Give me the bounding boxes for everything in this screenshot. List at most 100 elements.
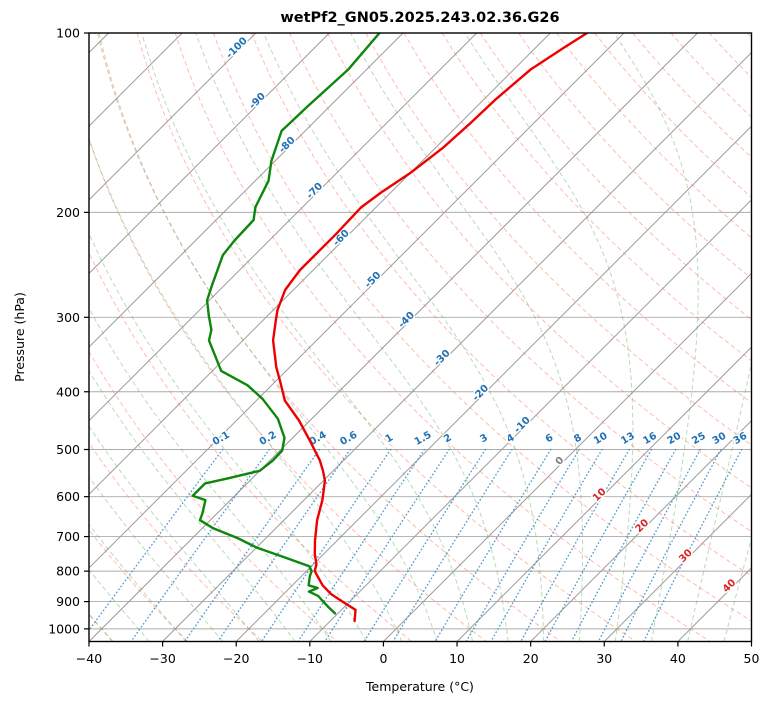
mixing-ratio-label: 10 (592, 431, 610, 448)
isotherm-label: 30 (677, 547, 695, 565)
mixing-ratio-label: 30 (711, 431, 729, 448)
mixing-ratio-label: 0.4 (308, 430, 329, 448)
mixing-ratio-label: 2 (442, 432, 454, 445)
mixing-ratio-line (545, 450, 651, 642)
mixing-ratio-line (435, 450, 551, 642)
x-tick-label: 20 (523, 651, 539, 666)
mixing-ratio-line (81, 450, 223, 642)
moist-adiabat (724, 33, 775, 642)
isotherm-label: -40 (396, 310, 417, 331)
x-tick-label: 10 (449, 651, 465, 666)
x-tick-label: 30 (596, 651, 612, 666)
mixing-ratio-label: 25 (690, 431, 708, 448)
isotherm-label: 40 (721, 577, 739, 595)
moist-adiabat (0, 33, 331, 642)
isotherm-label: 0 (554, 455, 567, 468)
isotherm (0, 33, 182, 642)
isotherm (678, 33, 775, 642)
isotherm (0, 33, 256, 642)
dry-adiabat (213, 33, 775, 642)
temperature-curve (273, 33, 587, 621)
moist-adiabat (688, 33, 775, 642)
dry-adiabat (0, 33, 262, 642)
isotherm-label: -60 (331, 228, 352, 249)
dry-adiabat (633, 33, 775, 642)
mixing-ratio-label: 20 (666, 431, 684, 448)
x-tick-label: −20 (223, 651, 249, 666)
mixing-ratio-label: 1.5 (413, 430, 434, 448)
mixing-ratio-line (325, 450, 449, 642)
mixing-ratio-label: 13 (619, 431, 637, 448)
isotherm-label: -90 (247, 91, 268, 112)
y-tick-label: 100 (56, 26, 80, 41)
moist-adiabat (264, 33, 544, 642)
mixing-ratio-label: 0.6 (338, 430, 359, 448)
y-tick-label: 400 (56, 384, 80, 399)
isotherm-label: -20 (471, 383, 492, 404)
mixing-ratio-line (218, 450, 350, 642)
isotherm (89, 33, 698, 642)
isotherm (236, 33, 775, 642)
line-labels: -100-90-80-70-60-50-40-30-20-10010203040… (211, 35, 749, 595)
moist-adiabat (0, 33, 186, 642)
isotherm-label: 10 (591, 486, 609, 504)
dry-adiabats (0, 33, 775, 642)
mixing-ratio-line (393, 450, 512, 642)
isotherm-label: -30 (432, 348, 453, 369)
moist-adiabat (0, 33, 223, 642)
x-tick-label: −30 (149, 651, 175, 666)
mixing-ratio-line (364, 450, 485, 642)
y-axis-label: Pressure (hPa) (12, 292, 27, 382)
mixing-ratio-line (571, 450, 675, 642)
mixing-ratio-label: 6 (544, 432, 556, 445)
isotherm (752, 33, 775, 642)
isotherm (15, 33, 624, 642)
y-tick-label: 500 (56, 442, 80, 457)
x-tick-label: 0 (379, 651, 387, 666)
x-tick-label: 50 (744, 651, 760, 666)
dry-adiabat (557, 33, 775, 642)
isotherm (531, 33, 775, 642)
sounding-profiles (193, 33, 587, 621)
isotherm-lines (0, 33, 775, 642)
mixing-ratio-line (599, 450, 701, 642)
mixing-ratio-line (644, 450, 742, 642)
dry-adiabat (328, 33, 775, 642)
dry-adiabat (0, 33, 337, 642)
isotherm (163, 33, 772, 642)
dry-adiabat (518, 33, 775, 642)
mixing-ratio-label: 0.2 (258, 430, 279, 448)
y-tick-label: 600 (56, 489, 80, 504)
isotherm-label: -70 (305, 181, 326, 202)
y-tick-label: 300 (56, 310, 80, 325)
moist-adiabat (196, 33, 508, 642)
mixing-ratio-lines (81, 450, 742, 642)
x-axis-label: Temperature (°C) (365, 679, 474, 694)
mixing-ratio-label: 1 (384, 432, 396, 445)
moist-adiabat (60, 33, 401, 642)
x-tick-label: −40 (76, 651, 102, 666)
dry-adiabat (480, 33, 775, 642)
x-tick-label: 40 (670, 651, 686, 666)
y-tick-label: 200 (56, 205, 80, 220)
isotherm-label: -10 (512, 415, 533, 436)
isotherm-label: -100 (224, 35, 250, 61)
mixing-ratio-label: 16 (641, 431, 659, 448)
isotherm (0, 33, 403, 642)
isotherm (457, 33, 775, 642)
dry-adiabat (23, 33, 412, 642)
y-tick-label: 700 (56, 529, 80, 544)
y-tick-label: 800 (56, 564, 80, 579)
mixing-ratio-line (466, 450, 579, 642)
plot-border (89, 33, 752, 642)
moist-adiabat (761, 33, 775, 642)
dry-adiabat (709, 33, 775, 642)
dry-adiabat (366, 33, 775, 642)
pressure-gridlines (89, 33, 752, 629)
mixing-ratio-line (621, 450, 721, 642)
chart-title: wetPf2_GN05.2025.243.02.36.G26 (280, 10, 559, 26)
moist-adiabats (0, 33, 775, 642)
